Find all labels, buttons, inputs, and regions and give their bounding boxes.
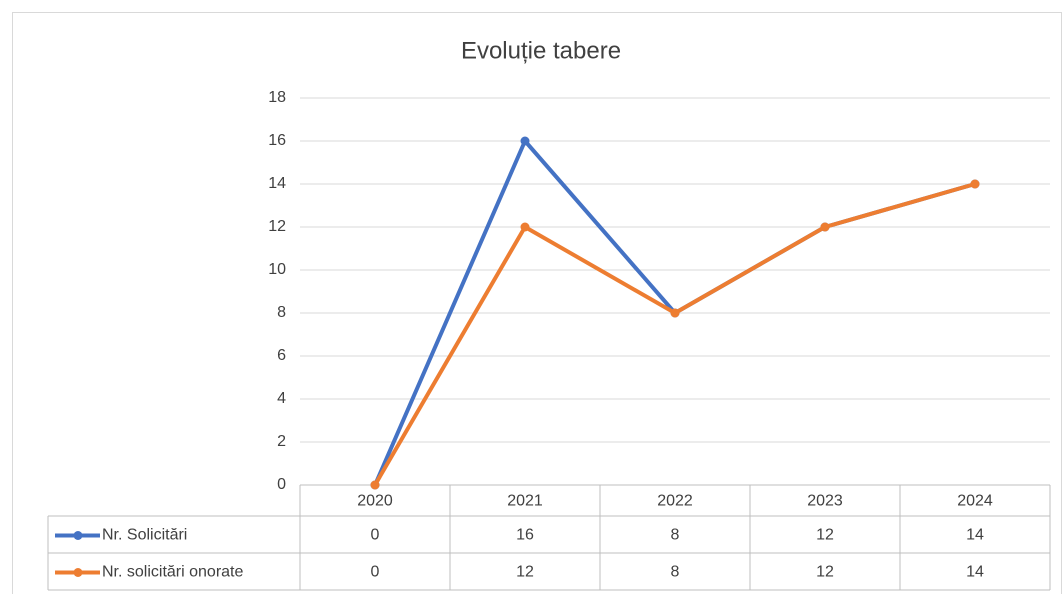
series-line (373, 182, 976, 487)
table-cell: 0 (371, 564, 380, 581)
table-cell: 0 (371, 527, 380, 544)
legend-label: Nr. solicitări onorate (102, 564, 243, 581)
point-marker (370, 480, 380, 490)
y-tick-label: 4 (277, 390, 286, 407)
table-cell: 8 (671, 527, 680, 544)
legend-label: Nr. Solicitări (102, 527, 187, 544)
legend-marker (73, 531, 83, 540)
y-tick-label: 2 (277, 433, 286, 450)
table-cell: 16 (516, 527, 534, 544)
y-tick-label: 14 (268, 175, 286, 192)
table-cell: 14 (966, 564, 984, 581)
table-cell: 14 (966, 527, 984, 544)
y-tick-label: 12 (268, 218, 286, 235)
y-tick-label: 18 (268, 89, 286, 106)
chart-title: Evoluție tabere (461, 37, 621, 64)
x-tick-label: 2020 (357, 493, 393, 510)
legend-marker (73, 568, 83, 577)
table-cell: 12 (816, 564, 834, 581)
y-tick-label: 16 (268, 132, 286, 149)
x-tick-label: 2024 (957, 493, 993, 510)
y-tick-label: 8 (277, 304, 286, 321)
point-marker (970, 179, 980, 189)
point-marker (670, 308, 680, 318)
point-marker (520, 136, 530, 146)
table-cell: 12 (816, 527, 834, 544)
y-tick-label: 10 (268, 261, 286, 278)
table-cell: 12 (516, 564, 534, 581)
point-marker (820, 222, 830, 232)
table-cell: 8 (671, 564, 680, 581)
point-marker (520, 222, 530, 232)
x-tick-label: 2023 (807, 493, 843, 510)
y-tick-label: 6 (277, 347, 286, 364)
x-tick-label: 2021 (507, 493, 543, 510)
x-tick-label: 2022 (657, 493, 693, 510)
y-tick-label: 0 (277, 476, 286, 493)
